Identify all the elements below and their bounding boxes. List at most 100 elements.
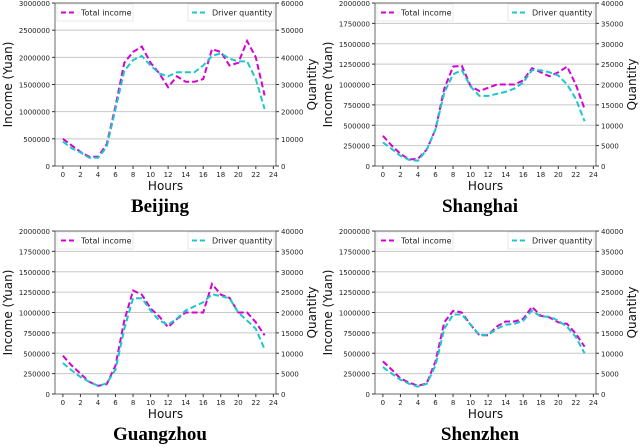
y-tick-label: 1250000 xyxy=(339,61,370,69)
legend-driver-label: Driver quantity xyxy=(212,237,273,246)
y2-tick-label: 15000 xyxy=(601,102,623,110)
y2-tick-label: 10000 xyxy=(281,136,303,144)
x-tick-label: 20 xyxy=(234,399,243,407)
y-tick-label: 1250000 xyxy=(339,289,370,297)
y-tick-label: 2000000 xyxy=(19,228,50,236)
y2-tick-label: 5000 xyxy=(281,371,299,379)
x-tick-label: 8 xyxy=(451,171,455,179)
y2-tick-label: 60000 xyxy=(281,0,303,8)
x-tick-label: 24 xyxy=(589,399,598,407)
y-tick-label: 1500000 xyxy=(19,82,50,90)
city-title: Guangzhou xyxy=(113,424,207,445)
y2-tick-label: 10000 xyxy=(601,122,623,130)
x-tick-label: 6 xyxy=(433,399,438,407)
x-axis-label: Hours xyxy=(148,179,183,193)
x-tick-label: 6 xyxy=(113,171,118,179)
y2-tick-label: 40000 xyxy=(601,0,623,8)
plot-frame xyxy=(374,230,597,395)
legend-income-label: Total income xyxy=(400,237,452,246)
y2-tick-label: 30000 xyxy=(281,269,303,277)
x-tick-label: 20 xyxy=(234,171,243,179)
y-tick-label: 1000000 xyxy=(19,109,50,117)
y2-tick-label: 20000 xyxy=(281,109,303,117)
y-tick-label: 0 xyxy=(366,391,370,399)
x-tick-label: 0 xyxy=(61,399,65,407)
income-line xyxy=(382,64,586,161)
x-tick-label: 22 xyxy=(251,171,260,179)
x-tick-label: 18 xyxy=(536,171,545,179)
x-axis-label: Hours xyxy=(148,407,183,421)
city-title: Shanghai xyxy=(441,196,519,217)
legend-driver-label: Driver quantity xyxy=(532,237,593,246)
y-tick-label: 250000 xyxy=(343,143,370,151)
x-tick-label: 12 xyxy=(164,399,173,407)
y-tick-label: 750000 xyxy=(343,330,370,338)
legend-driver-label: Driver quantity xyxy=(212,9,273,18)
y2-tick-label: 35000 xyxy=(601,248,623,256)
chart-shanghai: 0250000500000750000100000012500001500000… xyxy=(321,0,639,193)
y-tick-label: 1750000 xyxy=(19,248,50,256)
y-tick-label: 2000000 xyxy=(339,0,370,8)
x-tick-label: 0 xyxy=(381,171,385,179)
x-tick-label: 0 xyxy=(61,171,65,179)
x-tick-label: 16 xyxy=(519,399,528,407)
panel-shanghai: 0 250000 500000 750000 1000000 1250000 1500000… xyxy=(320,0,640,224)
driver-line xyxy=(62,52,266,159)
y-tick-label: 1500000 xyxy=(339,269,370,277)
x-tick-label: 4 xyxy=(96,171,101,179)
x-tick-label: 2 xyxy=(398,171,402,179)
x-tick-label: 2 xyxy=(78,399,82,407)
y-axis-label: Income (Yuan) xyxy=(321,42,335,128)
x-tick-label: 8 xyxy=(131,171,135,179)
x-tick-label: 18 xyxy=(536,399,545,407)
x-tick-label: 22 xyxy=(571,399,580,407)
x-tick-label: 4 xyxy=(96,399,101,407)
legend-driver-box xyxy=(507,231,595,250)
y2-tick-label: 50000 xyxy=(281,27,303,35)
y-tick-label: 1500000 xyxy=(339,41,370,49)
x-tick-label: 24 xyxy=(269,399,278,407)
y2-tick-label: 15000 xyxy=(601,330,623,338)
y2-tick-label: 5000 xyxy=(601,143,619,151)
panel-shenzhen: 0 250000 500000 750000 1000000 1250000 1500000… xyxy=(320,224,640,448)
y2-axis-label: Quantity xyxy=(305,59,319,111)
x-tick-label: 2 xyxy=(78,171,82,179)
x-tick-label: 4 xyxy=(416,171,421,179)
x-tick-label: 12 xyxy=(484,171,493,179)
y2-tick-label: 40000 xyxy=(601,228,623,236)
y-axis-label: Income (Yuan) xyxy=(321,270,335,356)
y2-tick-label: 30000 xyxy=(601,41,623,49)
x-tick-label: 12 xyxy=(164,171,173,179)
y-tick-label: 2000000 xyxy=(339,228,370,236)
y-tick-label: 1750000 xyxy=(339,248,370,256)
y2-axis-label: Quantity xyxy=(625,287,639,339)
y2-tick-label: 35000 xyxy=(601,20,623,28)
plot-frame xyxy=(54,230,277,395)
legend-income-box xyxy=(376,231,454,250)
y-tick-label: 1000000 xyxy=(339,82,370,90)
legend-income-label: Total income xyxy=(80,9,132,18)
x-tick-label: 16 xyxy=(519,171,528,179)
y2-tick-label: 0 xyxy=(281,391,285,399)
x-tick-label: 8 xyxy=(451,399,455,407)
x-tick-label: 16 xyxy=(199,171,208,179)
y2-tick-label: 35000 xyxy=(281,248,303,256)
x-tick-label: 10 xyxy=(146,399,155,407)
legend-driver-label: Driver quantity xyxy=(532,9,593,18)
panel-guangzhou: 0 250000 500000 750000 1000000 1250000 1500000… xyxy=(0,224,320,448)
y-tick-label: 250000 xyxy=(23,371,50,379)
y2-tick-label: 0 xyxy=(601,391,605,399)
x-tick-label: 14 xyxy=(501,399,510,407)
y2-axis-label: Quantity xyxy=(625,59,639,111)
y-tick-label: 2000000 xyxy=(19,54,50,62)
y-tick-label: 1000000 xyxy=(339,310,370,318)
legend-income-box xyxy=(56,231,134,250)
income-line xyxy=(62,281,266,387)
y2-tick-label: 0 xyxy=(281,163,285,171)
x-axis-label: Hours xyxy=(468,179,503,193)
legend-driver-box xyxy=(187,3,275,22)
y-tick-label: 500000 xyxy=(23,136,50,144)
y-tick-label: 1750000 xyxy=(339,20,370,28)
y-tick-label: 1000000 xyxy=(19,310,50,318)
